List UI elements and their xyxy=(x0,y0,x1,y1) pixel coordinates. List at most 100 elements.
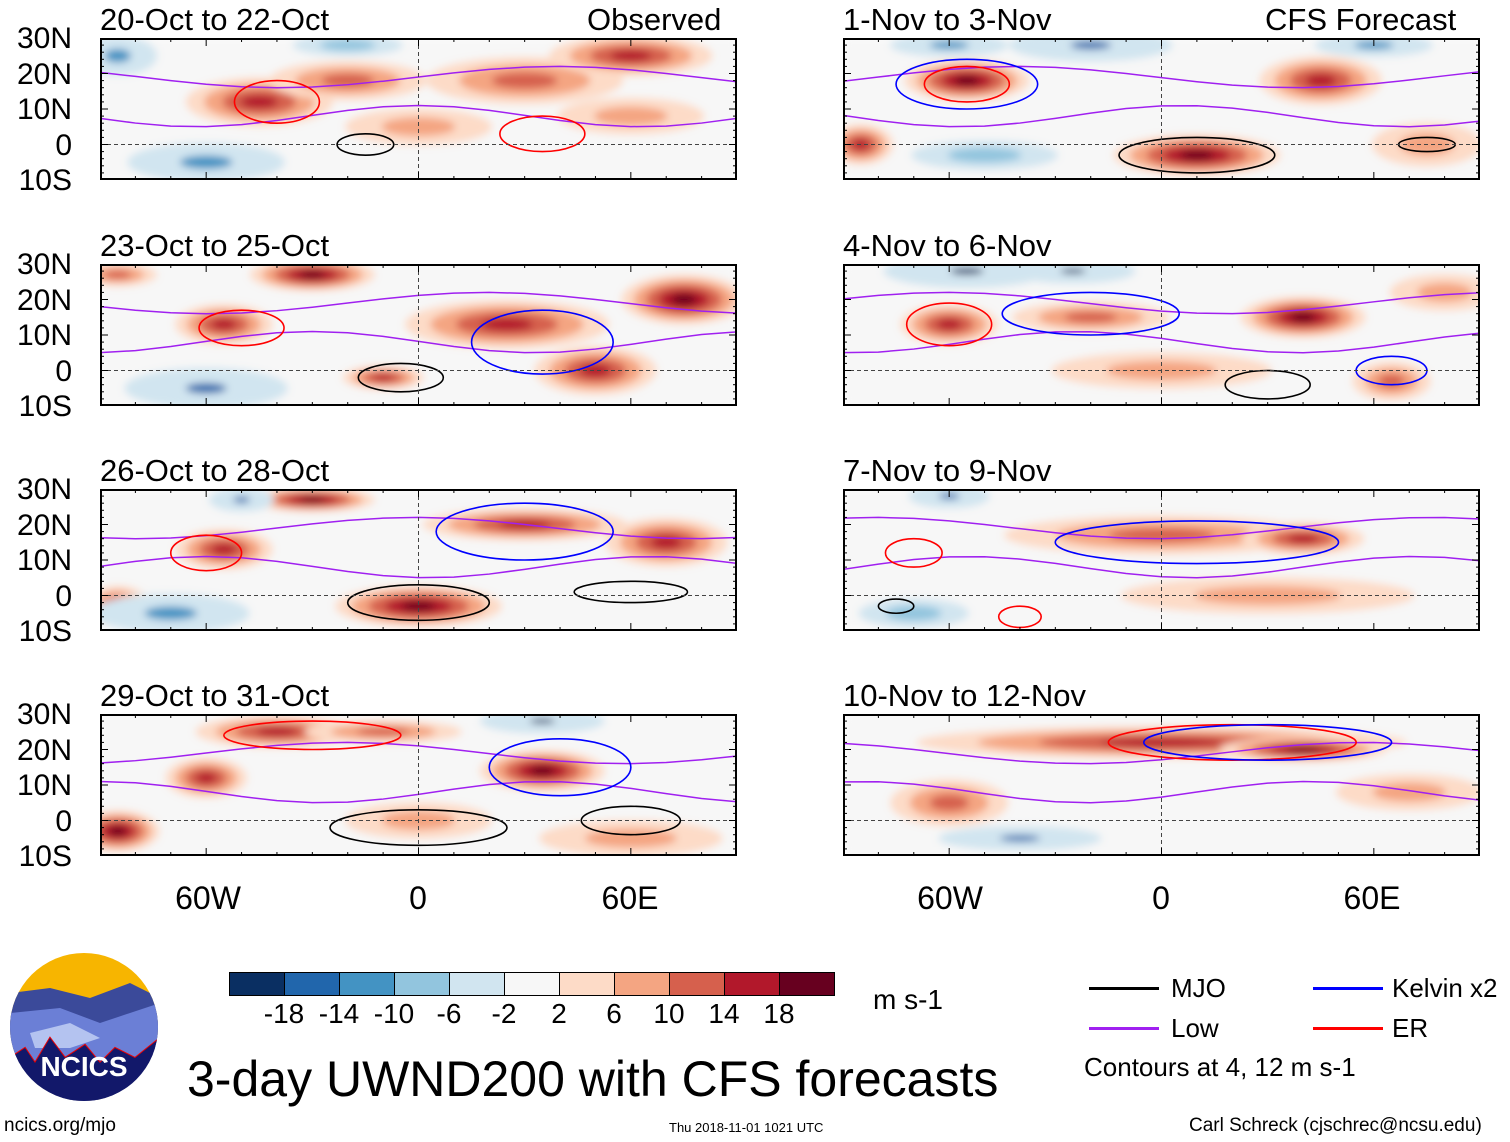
panel-title: 23-Oct to 25-Oct xyxy=(100,228,330,263)
wave-contour xyxy=(233,79,321,125)
panel-frame xyxy=(100,264,737,406)
wind-anomaly-contour xyxy=(372,374,394,381)
wind-anomaly-contour xyxy=(104,270,131,279)
colorbar-swatch xyxy=(285,973,340,995)
low-contour xyxy=(100,65,737,89)
colorbar-swatch xyxy=(395,973,450,995)
low-contour xyxy=(843,65,1480,89)
y-tick: 10S xyxy=(18,164,72,197)
colorbar-swatch xyxy=(230,973,285,995)
panel-title: 7-Nov to 9-Nov xyxy=(843,453,1052,488)
panel-frame xyxy=(100,489,737,631)
legend-label-kelvin: Kelvin x2 xyxy=(1392,973,1498,1003)
colorbar-swatch xyxy=(615,973,670,995)
wave-contour xyxy=(1142,723,1393,761)
colorbar-swatch xyxy=(505,973,560,995)
y-tick: 30N xyxy=(16,473,72,506)
footer-url[interactable]: ncics.org/mjo xyxy=(4,1115,116,1136)
y-tick: 30N xyxy=(16,22,72,55)
footer-timestamp: Thu 2018-11-01 1021 UTC xyxy=(669,1120,824,1135)
wind-anomaly-contour xyxy=(671,294,697,305)
wind-anomaly-contour xyxy=(320,39,376,51)
wind-anomaly-contour xyxy=(233,496,250,503)
low-contour xyxy=(843,330,1480,354)
wave-contour xyxy=(435,502,614,561)
legend-line-low xyxy=(1089,1027,1159,1030)
colorbar-tick-label: -2 xyxy=(491,998,517,1029)
map-panel xyxy=(100,714,737,856)
wave-contour xyxy=(884,537,943,568)
panel-title: 20-Oct to 22-Oct xyxy=(100,2,330,37)
colorbar-tick-label: -14 xyxy=(318,998,360,1029)
y-tick: 20N xyxy=(16,508,72,542)
y-tick: 0 xyxy=(55,804,72,838)
wind-anomaly-contour xyxy=(211,544,237,555)
panel-title: 10-Nov to 12-Nov xyxy=(843,678,1086,713)
wave-contour xyxy=(1118,136,1276,174)
low-contour xyxy=(100,516,737,540)
wind-anomaly-contour xyxy=(299,497,325,503)
y-tick: 20N xyxy=(16,283,72,317)
y-tick: 10S xyxy=(18,615,72,648)
wave-contour xyxy=(1001,291,1181,336)
x-tick: 60E xyxy=(1343,880,1401,916)
ncics-logo: NCICS xyxy=(10,953,158,1101)
panel-frame xyxy=(843,714,1480,856)
wave-contour xyxy=(329,809,508,847)
colorbar-swatch xyxy=(340,973,395,995)
wind-anomaly-contour xyxy=(999,835,1041,842)
wind-anomaly-contour xyxy=(211,319,237,330)
wave-contour xyxy=(223,720,402,751)
wind-anomaly-contour xyxy=(883,264,1051,288)
wave-contour xyxy=(488,738,632,797)
colorbar-tick-label: 14 xyxy=(708,998,740,1029)
wave-contour xyxy=(198,309,285,347)
colorbar-tick-label: -18 xyxy=(263,998,305,1029)
wave-contour xyxy=(877,598,915,615)
wind-anomaly-contour xyxy=(479,714,606,734)
legend-label-low: Low xyxy=(1171,1013,1219,1043)
wind-anomaly-contour xyxy=(1194,586,1342,605)
panel-title: 29-Oct to 31-Oct xyxy=(100,678,330,713)
wind-anomaly-contour xyxy=(1286,746,1320,753)
low-contour xyxy=(843,516,1480,540)
y-tick: 20N xyxy=(16,57,72,91)
wave-contour xyxy=(499,115,586,153)
legend-line-kelvin xyxy=(1313,987,1383,990)
y-tick: 10N xyxy=(16,93,72,126)
wind-anomaly-contour xyxy=(1290,313,1316,322)
y-tick: 10N xyxy=(16,769,72,802)
contour-note: Contours at 4, 12 m s-1 xyxy=(1084,1052,1356,1082)
low-contour xyxy=(100,555,737,579)
x-tick: 0 xyxy=(1152,880,1170,916)
low-contour xyxy=(100,291,737,315)
legend-line-mjo xyxy=(1089,987,1159,990)
wind-anomaly-contour xyxy=(1378,374,1405,388)
map-panel xyxy=(843,38,1480,180)
wind-anomaly-contour xyxy=(1372,782,1447,802)
y-tick: 0 xyxy=(55,579,72,613)
legend-line-er xyxy=(1313,1027,1383,1030)
low-contour xyxy=(843,555,1480,579)
y-tick: 0 xyxy=(55,128,72,162)
low-contour xyxy=(843,291,1480,315)
logo-text: NCICS xyxy=(40,1051,127,1082)
colorbar-tick-label: -10 xyxy=(373,998,415,1029)
y-tick: 30N xyxy=(16,248,72,281)
map-panel xyxy=(843,714,1480,856)
wind-anomaly-contour xyxy=(1010,264,1136,284)
wind-anomaly-contour xyxy=(195,772,217,784)
wind-anomaly-contour xyxy=(936,319,962,330)
observed-label: Observed xyxy=(587,2,722,37)
colorbar-tick-label: 18 xyxy=(763,998,795,1029)
colorbar-tick-label: 2 xyxy=(551,998,567,1029)
wind-anomaly-contour xyxy=(481,318,533,331)
wave-contour xyxy=(346,584,491,622)
wind-anomaly-contour xyxy=(1070,40,1112,50)
wave-contour xyxy=(895,58,1039,110)
panel-frame xyxy=(100,714,737,856)
y-tick: 30N xyxy=(16,698,72,731)
colorbar-swatch xyxy=(780,973,834,995)
wave-contour xyxy=(169,534,243,572)
